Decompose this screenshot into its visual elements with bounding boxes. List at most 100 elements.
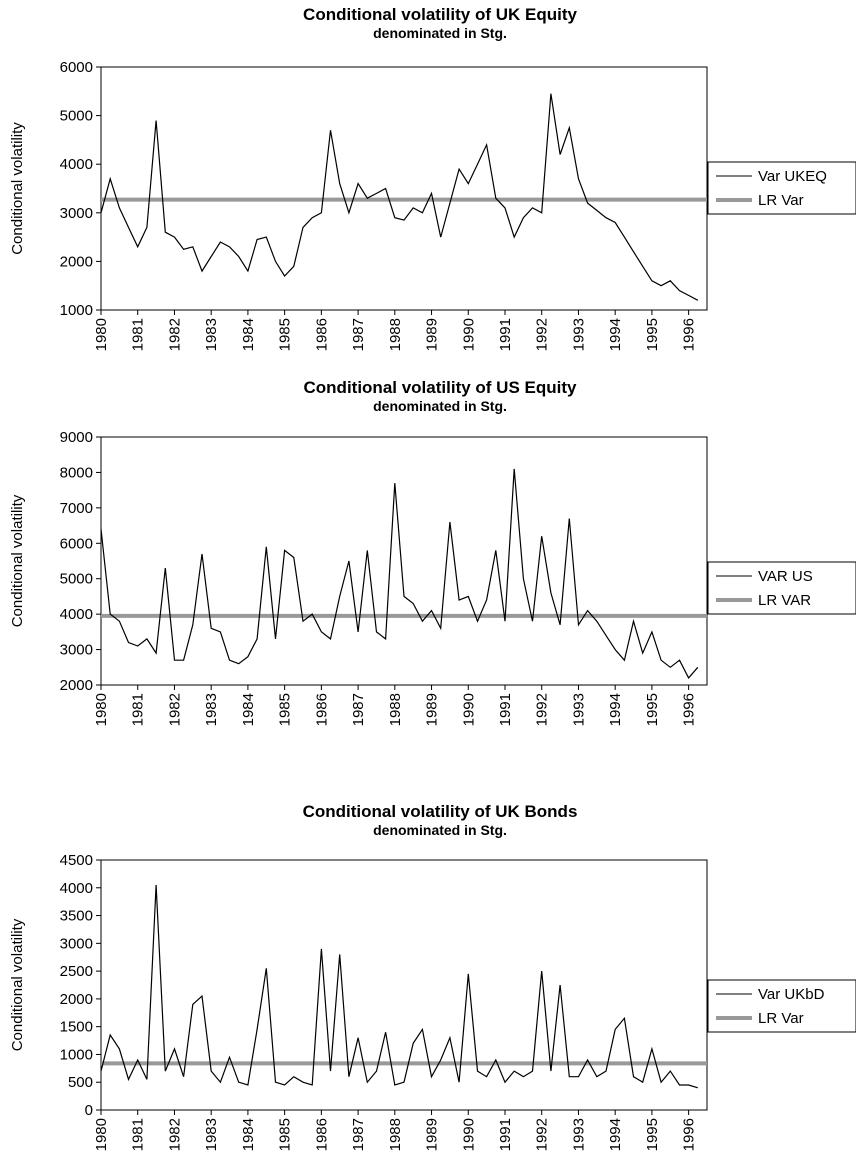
x-tick-label: 1981 — [130, 318, 147, 351]
x-tick-label: 1985 — [277, 318, 294, 351]
x-tick-label: 1986 — [313, 1118, 330, 1151]
x-tick-label: 1984 — [240, 1118, 257, 1151]
x-tick-label: 1986 — [313, 318, 330, 351]
y-tick-label: 8000 — [60, 464, 93, 481]
x-tick-label: 1994 — [607, 1118, 624, 1151]
x-tick-label: 1991 — [497, 318, 514, 351]
x-tick-label: 1981 — [130, 1118, 147, 1151]
y-axis-label: Conditional volatility — [9, 122, 26, 255]
y-tick-label: 4000 — [60, 156, 93, 173]
y-tick-label: 2500 — [60, 963, 93, 980]
x-tick-label: 1995 — [644, 1118, 661, 1151]
series-line — [100, 468, 699, 679]
x-tick-label: 1984 — [240, 693, 257, 726]
x-tick-label: 1987 — [350, 318, 367, 351]
x-tick-label: 1993 — [570, 318, 587, 351]
x-tick-label: 1980 — [93, 318, 110, 351]
y-tick-label: 1500 — [60, 1019, 93, 1036]
y-tick-label: 1000 — [60, 302, 93, 319]
x-tick-label: 1985 — [277, 693, 294, 726]
y-tick-label: 4000 — [60, 606, 93, 623]
x-tick-label: 1982 — [166, 1118, 183, 1151]
y-tick-label: 3500 — [60, 908, 93, 925]
series-line — [100, 884, 698, 1089]
x-tick-label: 1986 — [313, 693, 330, 726]
x-tick-label: 1989 — [424, 318, 441, 351]
y-tick-label: 2000 — [60, 677, 93, 694]
x-tick-label: 1996 — [681, 318, 698, 351]
x-tick-label: 1983 — [203, 693, 220, 726]
x-tick-label: 1996 — [681, 693, 698, 726]
x-tick-label: 1980 — [93, 693, 110, 726]
legend-label: VAR US — [758, 568, 813, 585]
x-tick-label: 1988 — [387, 1118, 404, 1151]
x-tick-label: 1988 — [387, 693, 404, 726]
y-tick-label: 3000 — [60, 935, 93, 952]
x-tick-label: 1982 — [166, 693, 183, 726]
legend-label: LR Var — [758, 1010, 804, 1027]
x-tick-label: 1995 — [644, 693, 661, 726]
plot-frame — [100, 436, 708, 686]
x-tick-label: 1995 — [644, 318, 661, 351]
x-tick-label: 1984 — [240, 318, 257, 351]
y-tick-label: 9000 — [60, 429, 93, 446]
x-tick-label: 1989 — [424, 1118, 441, 1151]
y-tick-label: 3000 — [60, 642, 93, 659]
plot-frame — [100, 859, 708, 1111]
x-tick-label: 1994 — [607, 693, 624, 726]
y-tick-label: 5000 — [60, 571, 93, 588]
legend-box — [707, 561, 856, 615]
y-tick-label: 2000 — [60, 991, 93, 1008]
x-tick-label: 1992 — [534, 318, 551, 351]
y-tick-label: 6000 — [60, 59, 93, 76]
x-tick-label: 1990 — [460, 318, 477, 351]
y-tick-label: 5000 — [60, 108, 93, 125]
x-tick-label: 1987 — [350, 693, 367, 726]
legend-label: LR Var — [758, 192, 804, 209]
legend-label: Var UKbD — [758, 986, 825, 1003]
x-tick-label: 1996 — [681, 1118, 698, 1151]
y-tick-label: 4000 — [60, 880, 93, 897]
chart-subtitle: denominated in Stg. — [373, 398, 507, 414]
x-tick-label: 1981 — [130, 693, 147, 726]
x-tick-label: 1987 — [350, 1118, 367, 1151]
x-tick-label: 1992 — [534, 1118, 551, 1151]
y-axis-label: Conditional volatility — [9, 494, 26, 627]
y-tick-label: 2000 — [60, 253, 93, 270]
chart-title: Conditional volatility of UK Bonds — [303, 802, 578, 821]
legend-label: LR VAR — [758, 592, 811, 609]
y-tick-label: 0 — [85, 1102, 93, 1119]
y-tick-label: 3000 — [60, 205, 93, 222]
y-tick-label: 7000 — [60, 500, 93, 517]
x-tick-label: 1993 — [570, 693, 587, 726]
x-tick-label: 1991 — [497, 693, 514, 726]
x-tick-label: 1982 — [166, 318, 183, 351]
x-tick-label: 1994 — [607, 318, 624, 351]
legend-box — [707, 161, 856, 215]
series-line — [100, 93, 699, 301]
y-tick-label: 500 — [68, 1074, 93, 1091]
x-tick-label: 1983 — [203, 1118, 220, 1151]
x-tick-label: 1990 — [460, 693, 477, 726]
x-tick-label: 1989 — [424, 693, 441, 726]
y-axis-label: Conditional volatility — [9, 918, 26, 1051]
y-tick-label: 4500 — [60, 852, 93, 869]
y-tick-label: 6000 — [60, 535, 93, 552]
x-tick-label: 1985 — [277, 1118, 294, 1151]
x-tick-label: 1990 — [460, 1118, 477, 1151]
chart-subtitle: denominated in Stg. — [373, 25, 507, 41]
x-tick-label: 1983 — [203, 318, 220, 351]
legend-box — [707, 979, 856, 1033]
x-tick-label: 1991 — [497, 1118, 514, 1151]
y-tick-label: 1000 — [60, 1046, 93, 1063]
chart-subtitle: denominated in Stg. — [373, 822, 507, 838]
legend-label: Var UKEQ — [758, 168, 827, 185]
chart-title: Conditional volatility of UK Equity — [303, 5, 577, 24]
x-tick-label: 1993 — [570, 1118, 587, 1151]
x-tick-label: 1988 — [387, 318, 404, 351]
x-tick-label: 1980 — [93, 1118, 110, 1151]
chart-title: Conditional volatility of US Equity — [304, 378, 577, 397]
plot-frame — [100, 66, 708, 311]
